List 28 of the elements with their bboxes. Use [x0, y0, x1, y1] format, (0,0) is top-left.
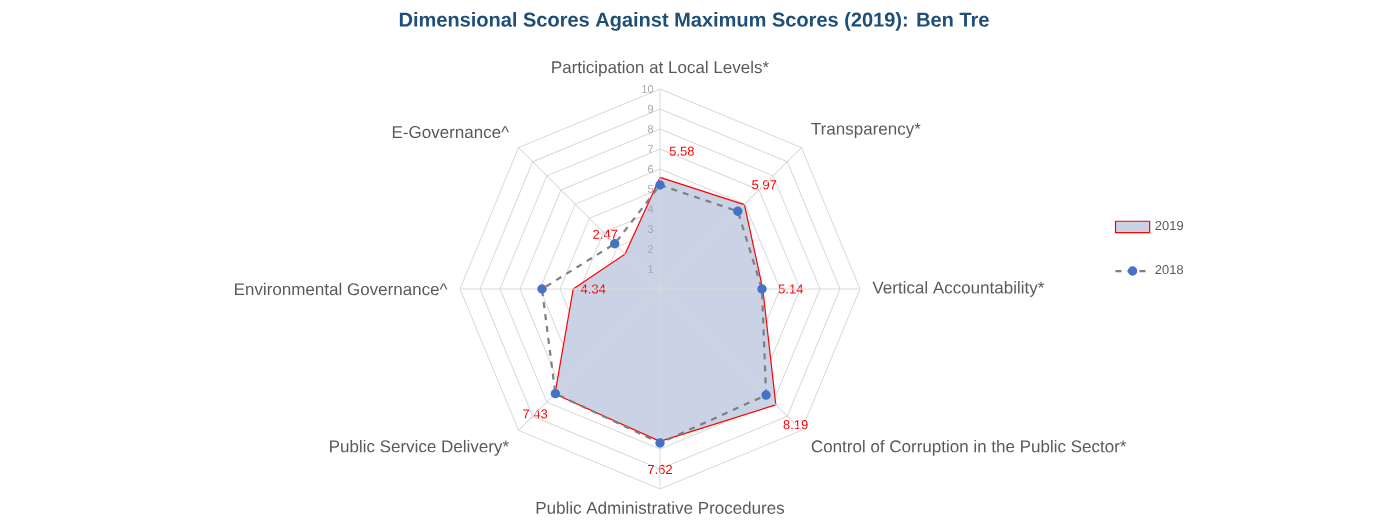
- y-tick-label: 7: [648, 145, 654, 153]
- y-tick-label: 6: [648, 165, 654, 173]
- spoke-label: E-Governance^: [392, 126, 510, 139]
- y-tick-label: 2: [648, 245, 654, 253]
- legend-label: 2018: [1155, 265, 1184, 275]
- data-label: 5.97: [752, 180, 777, 190]
- y-tick-label: 8: [647, 125, 654, 133]
- y-tick-label: 9: [647, 105, 654, 113]
- spoke-label: Participation at Local Levels*: [552, 60, 769, 77]
- y-tick-label: 5: [647, 185, 654, 193]
- spoke-label: Vertical Accountability*: [872, 281, 1045, 297]
- data-label: 2.47: [593, 229, 618, 239]
- spoke-label: Control of Corruption in the Public Sector*: [811, 439, 1127, 456]
- spoke-label: Transparency*: [811, 122, 921, 139]
- legend-label: 2019: [1155, 220, 1184, 231]
- data-label: 5.58: [669, 146, 694, 156]
- y-tick-label: 10: [642, 85, 654, 93]
- data-label: 7.43: [523, 409, 548, 419]
- data-label: 5.14: [778, 284, 804, 294]
- spoke-label: Environmental Governance^: [235, 282, 448, 296]
- data-label: 7.62: [648, 464, 672, 474]
- y-tick-label: 4: [647, 205, 654, 213]
- data-label: 4.34: [580, 284, 606, 294]
- chart-title: Dimensional Scores Against Maximum Scores (2019): Ben Tre: [399, 12, 989, 31]
- spoke-label: Public Service Delivery*: [330, 439, 509, 456]
- y-tick-label: 3: [647, 225, 654, 233]
- data-label: 8.19: [783, 420, 808, 430]
- spoke-label: Public Administrative Procedures: [536, 501, 785, 514]
